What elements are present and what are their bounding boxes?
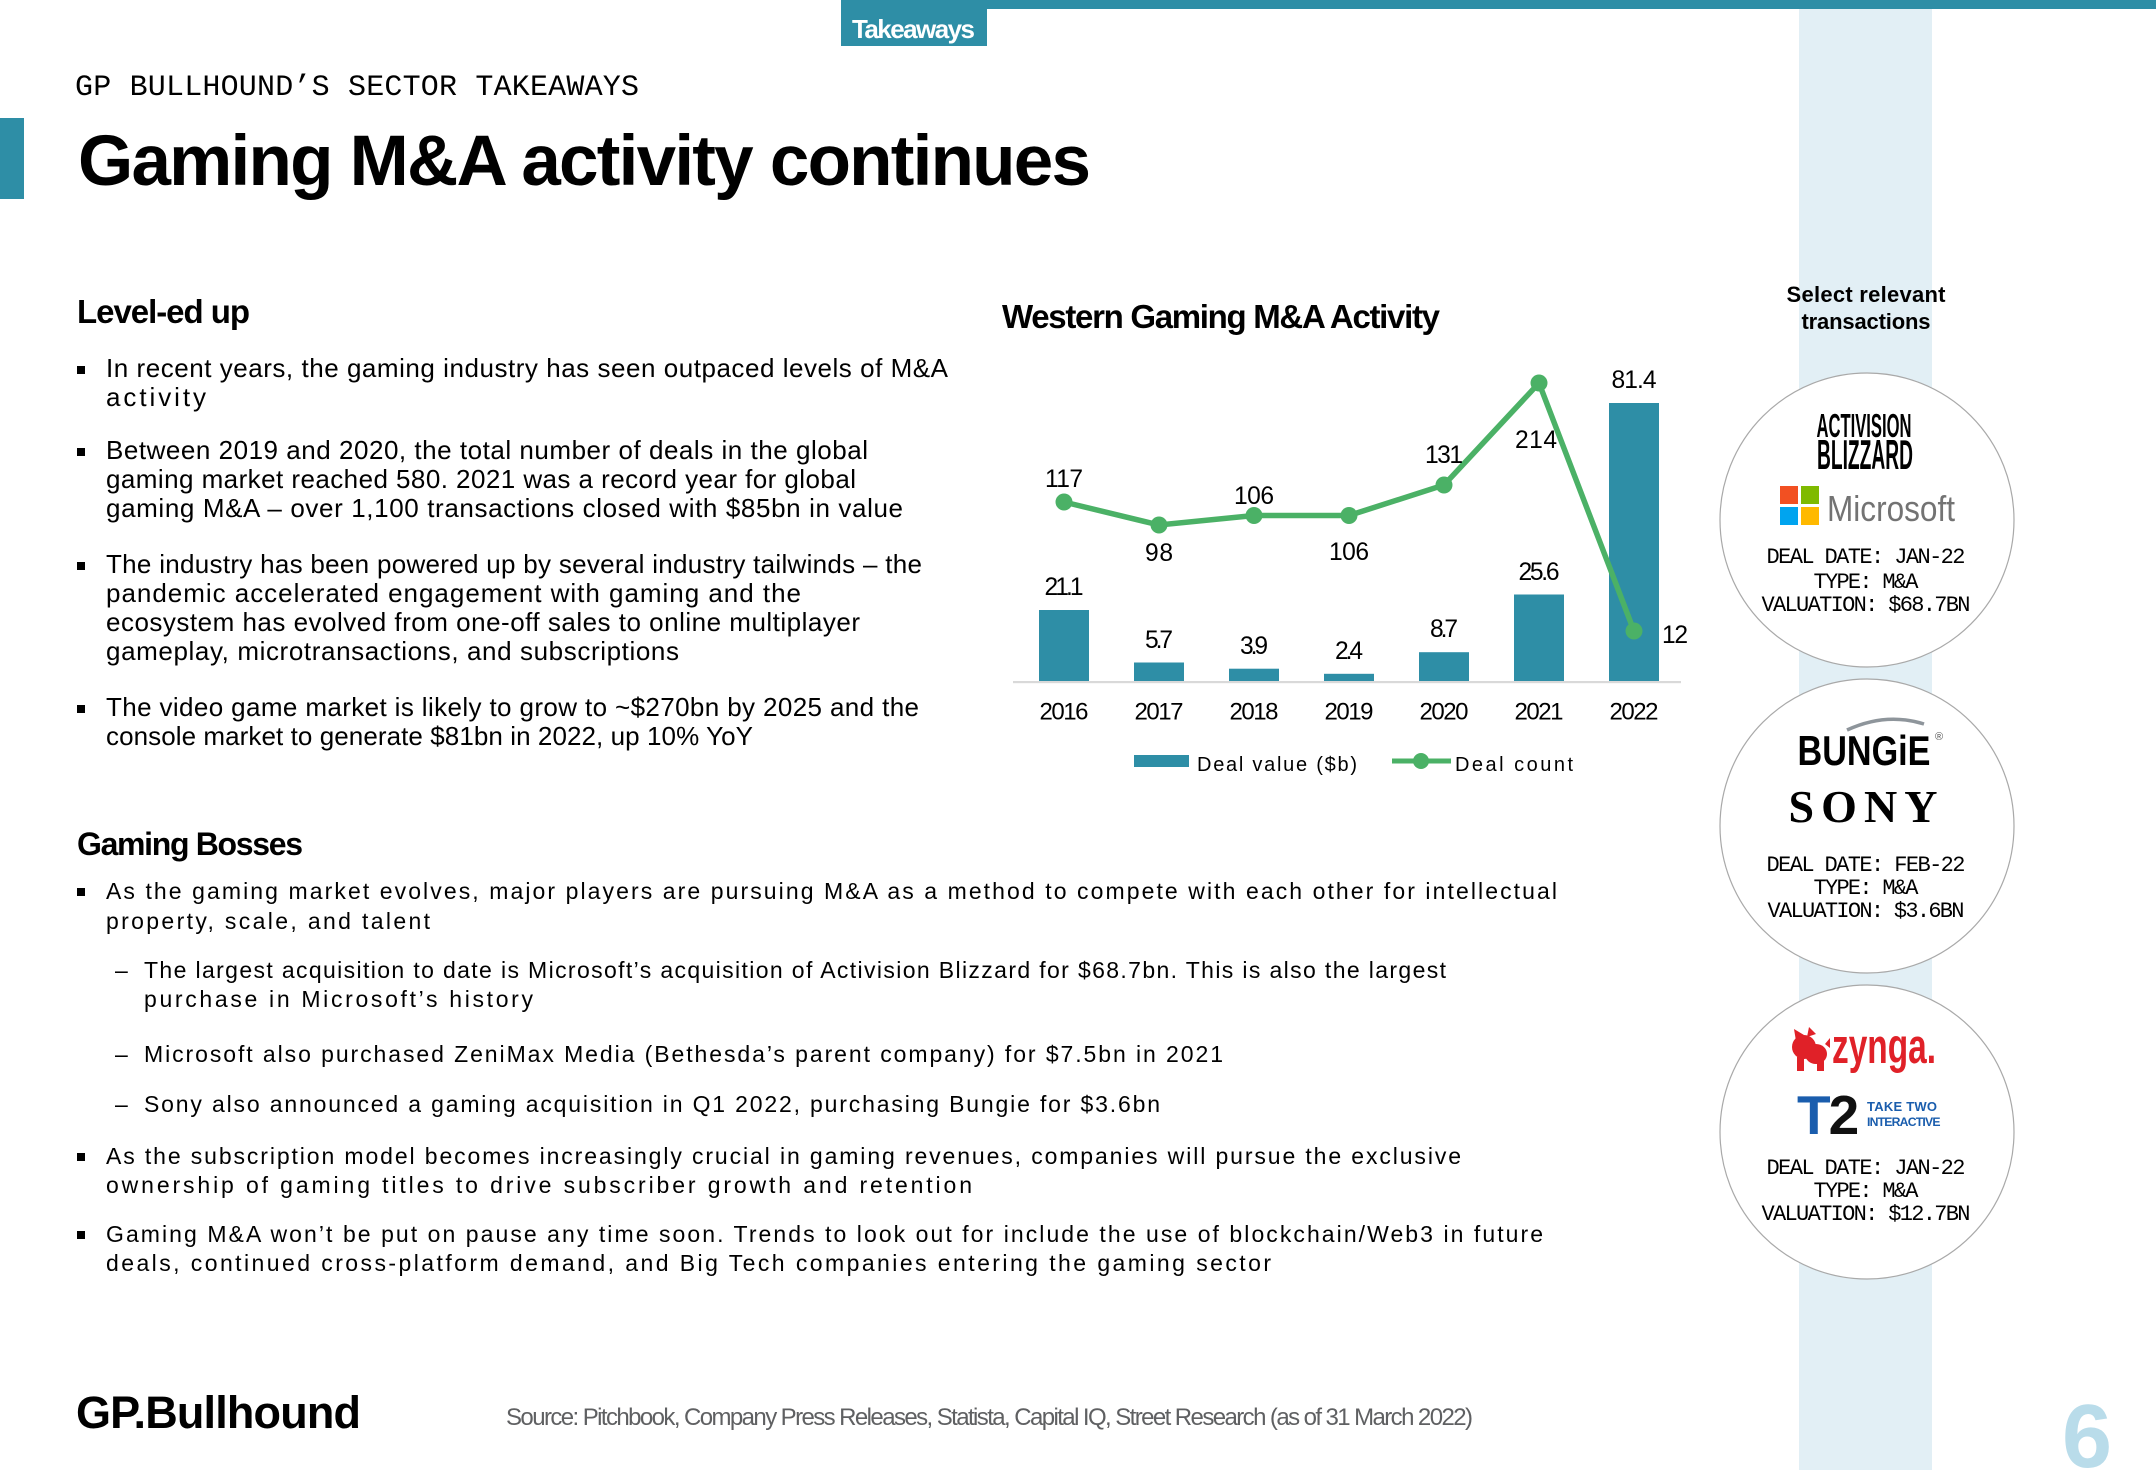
svg-text:transactions: transactions (1802, 309, 1931, 334)
svg-text:SONY: SONY (1789, 781, 1938, 832)
svg-text:81.4: 81.4 (1612, 367, 1657, 394)
svg-text:GP BULLHOUND’S SECTOR TAKEAWAY: GP BULLHOUND’S SECTOR TAKEAWAYS (75, 71, 639, 105)
svg-text:INTERACTIVE: INTERACTIVE (1867, 1115, 1941, 1129)
svg-text:Source: Pitchbook, Company Pre: Source: Pitchbook, Company Press Release… (506, 1404, 1473, 1431)
svg-text:Western Gaming M&A Activity: Western Gaming M&A Activity (1002, 298, 1441, 335)
svg-text:DEAL DATE: FEB-22: DEAL DATE: FEB-22 (1767, 853, 1966, 878)
svg-text:pandemic accelerated engagemen: pandemic accelerated engagement with gam… (106, 578, 801, 608)
svg-text:6: 6 (2062, 1387, 2112, 1470)
svg-text:25.6: 25.6 (1519, 559, 1560, 586)
svg-text:2021: 2021 (1515, 699, 1564, 726)
svg-text:activity: activity (106, 382, 206, 412)
svg-text:VALUATION: $3.6BN: VALUATION: $3.6BN (1768, 899, 1965, 924)
svg-text:The video game market is likel: The video game market is likely to grow … (106, 692, 919, 722)
svg-text:Level-ed up: Level-ed up (77, 293, 250, 330)
svg-text:In recent years, the gaming in: In recent years, the gaming industry has… (106, 353, 949, 383)
svg-text:8.7: 8.7 (1430, 616, 1458, 643)
svg-text:Gaming Bosses: Gaming Bosses (77, 826, 303, 862)
svg-text:gameplay, microtransactions, a: gameplay, microtransactions, and subscri… (106, 636, 679, 666)
svg-text:gaming M&A – over 1,100 transa: gaming M&A – over 1,100 transactions clo… (106, 493, 903, 523)
svg-text:98: 98 (1145, 540, 1173, 567)
svg-text:2018: 2018 (1230, 699, 1279, 726)
svg-text:As the subscription model beco: As the subscription model becomes increa… (106, 1143, 1461, 1169)
svg-text:21.1: 21.1 (1045, 574, 1084, 601)
svg-text:Microsoft also purchased ZeniM: Microsoft also purchased ZeniMax Media (… (144, 1041, 1223, 1067)
svg-text:106: 106 (1234, 483, 1274, 510)
svg-text:–: – (115, 957, 128, 983)
svg-text:–: – (115, 1041, 128, 1067)
svg-text:2016: 2016 (1040, 699, 1089, 726)
svg-text:ACTIVISION: ACTIVISION (1817, 407, 1912, 444)
svg-text:Gaming M&A activity continues: Gaming M&A activity continues (78, 122, 1091, 201)
svg-text:As the gaming market evolves,: As the gaming market evolves, major play… (106, 878, 1557, 904)
svg-text:2022: 2022 (1610, 699, 1659, 726)
svg-text:TYPE: M&A: TYPE: M&A (1814, 570, 1920, 595)
svg-text:VALUATION: $68.7BN: VALUATION: $68.7BN (1762, 593, 1971, 618)
svg-text:BLIZZARD: BLIZZARD (1817, 431, 1913, 478)
svg-text:Between 2019 and 2020, the tot: Between 2019 and 2020, the total number … (106, 435, 868, 465)
svg-text:purchase in Microsoft’s histor: purchase in Microsoft’s history (144, 986, 534, 1012)
svg-text:property, scale, and talent: property, scale, and talent (106, 908, 431, 934)
svg-text:ecosystem has evolved from one: ecosystem has evolved from one-off sales… (106, 607, 860, 637)
svg-text:TYPE: M&A: TYPE: M&A (1814, 1179, 1920, 1204)
svg-text:GP.Bullhound: GP.Bullhound (76, 1387, 361, 1438)
svg-text:Sony also announced a gaming a: Sony also announced a gaming acquisition… (144, 1091, 1160, 1117)
svg-text:–: – (115, 1091, 128, 1117)
svg-text:T2: T2 (1797, 1084, 1858, 1146)
svg-text:Deal count: Deal count (1455, 754, 1573, 776)
svg-text:Takeaways: Takeaways (852, 14, 975, 44)
svg-text:The largest acquisition to dat: The largest acquisition to date is Micro… (144, 957, 1447, 983)
svg-text:Microsoft: Microsoft (1827, 488, 1955, 529)
svg-text:12: 12 (1662, 622, 1688, 649)
svg-text:2020: 2020 (1420, 699, 1469, 726)
svg-text:214: 214 (1515, 427, 1557, 454)
svg-text:106: 106 (1329, 539, 1369, 566)
svg-text:DEAL DATE: JAN-22: DEAL DATE: JAN-22 (1767, 1156, 1966, 1181)
svg-text:console market to generate $81: console market to generate $81bn in 2022… (106, 721, 753, 751)
svg-text:2019: 2019 (1325, 699, 1374, 726)
svg-text:2017: 2017 (1135, 699, 1184, 726)
svg-text:3.9: 3.9 (1240, 633, 1268, 660)
svg-text:deals, continued cross-platfor: deals, continued cross-platform demand, … (106, 1250, 1271, 1276)
svg-text:Select relevant: Select relevant (1787, 282, 1947, 307)
svg-text:®: ® (1935, 731, 1943, 743)
svg-text:VALUATION: $12.7BN: VALUATION: $12.7BN (1762, 1202, 1971, 1227)
svg-text:gaming market reached 580. 202: gaming market reached 580. 2021 was a re… (106, 464, 856, 494)
svg-text:Gaming M&A won’t be put on pau: Gaming M&A won’t be put on pause any tim… (106, 1221, 1543, 1247)
svg-text:TYPE: M&A: TYPE: M&A (1814, 876, 1920, 901)
svg-text:zynga.: zynga. (1832, 1020, 1936, 1074)
svg-text:117: 117 (1045, 466, 1083, 493)
svg-text:5.7: 5.7 (1145, 627, 1173, 654)
svg-text:DEAL DATE: JAN-22: DEAL DATE: JAN-22 (1767, 545, 1966, 570)
svg-text:BUNGiE: BUNGiE (1798, 727, 1931, 774)
svg-text:The industry has been powered: The industry has been powered up by seve… (106, 549, 922, 579)
svg-text:2.4: 2.4 (1335, 638, 1363, 665)
svg-text:131: 131 (1425, 442, 1463, 469)
svg-text:ownership of gaming titles to: ownership of gaming titles to drive subs… (106, 1172, 972, 1198)
svg-text:Deal value ($b): Deal value ($b) (1197, 754, 1357, 776)
svg-text:TAKE TWO: TAKE TWO (1867, 1099, 1939, 1114)
